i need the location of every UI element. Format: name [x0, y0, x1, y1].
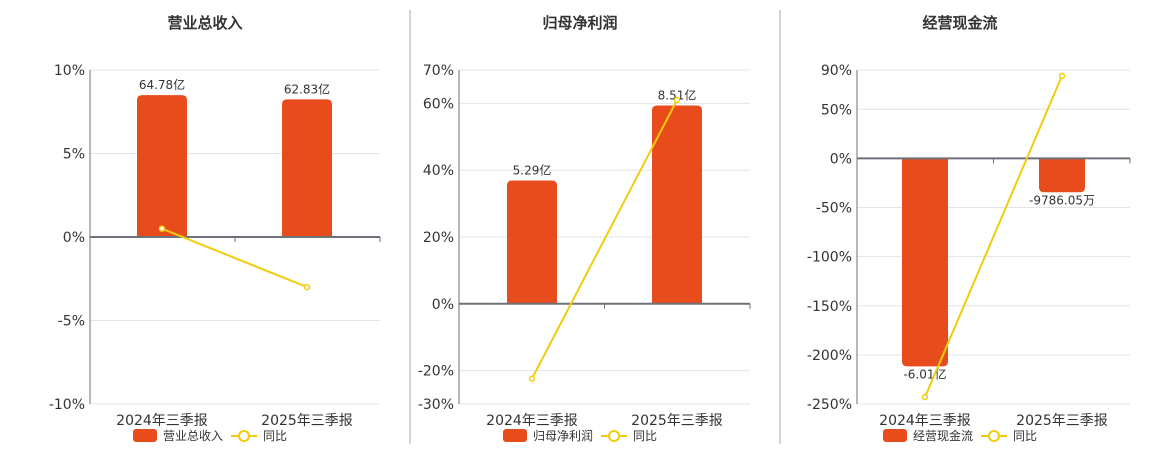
y-tick-label: -5%: [58, 314, 85, 330]
y-tick-label: 0%: [63, 230, 85, 246]
y-tick-label: 50%: [821, 102, 852, 118]
yoy-point: [673, 96, 681, 104]
bar: [652, 105, 702, 304]
chart-1: 营业总收入 10% 5% 0% -5% -10% 64.78亿 62.83亿 2024年三季报 2…: [49, 14, 381, 443]
y-tick-label: 40%: [423, 163, 454, 179]
x-category-label: 2024年三季报: [879, 413, 971, 429]
yoy-point: [921, 393, 929, 401]
bar: [282, 99, 332, 237]
x-category-label: 2025年三季报: [1016, 413, 1108, 429]
x-category-label: 2024年三季报: [116, 413, 208, 429]
legend-line-label: 同比: [633, 429, 657, 443]
chart-title: 归母净利润: [542, 14, 617, 32]
bar: [137, 95, 187, 237]
legend-line-marker: [238, 430, 250, 442]
y-tick-label: 70%: [423, 63, 454, 79]
y-tick-label: 60%: [423, 96, 454, 112]
chart-title: 营业总收入: [167, 14, 242, 32]
chart-2: 归母净利润 70% 60% 40% 20% 0% -20% -30% 5.29亿 8.51亿 202…: [418, 14, 751, 443]
yoy-point: [158, 225, 166, 232]
x-category-label: 2025年三季报: [631, 413, 723, 429]
chart-title: 经营现金流: [922, 14, 997, 32]
legend: 归母净利润 同比: [503, 429, 657, 443]
y-tick-label: 10%: [54, 63, 85, 79]
chart-3: 经营现金流 90% 50% 0% -50% -100% -150% -200% -250% -6.…: [807, 14, 1131, 443]
bar-data-label: 62.83亿: [284, 81, 330, 96]
bar-data-label: 64.78亿: [139, 77, 185, 92]
y-tick-label: 0%: [432, 297, 454, 313]
x-category-label: 2024年三季报: [486, 413, 578, 429]
bar-data-label: 8.51亿: [658, 88, 697, 103]
legend-bar-label: 营业总收入: [163, 429, 223, 443]
yoy-line: [161, 227, 308, 289]
legend-line-label: 同比: [1013, 429, 1037, 443]
legend-bar-swatch: [133, 429, 157, 442]
legend-bar-swatch: [883, 429, 907, 442]
y-tick-label: -30%: [418, 397, 454, 413]
legend-bar-label: 归母净利润: [533, 429, 593, 443]
bar: [507, 180, 557, 304]
y-tick-label: -50%: [816, 201, 852, 217]
yoy-point: [303, 283, 311, 291]
y-tick-label: -250%: [807, 397, 852, 413]
y-tick-label: 5%: [63, 147, 85, 163]
y-tick-label: -100%: [807, 250, 852, 266]
bar-data-label: 5.29亿: [513, 163, 552, 178]
bar: [902, 158, 948, 367]
y-tick-label: -200%: [807, 348, 852, 364]
bar-data-label: -6.01亿: [903, 366, 946, 381]
y-tick-label: 90%: [821, 63, 852, 79]
yoy-point: [1058, 72, 1066, 80]
bar: [1039, 158, 1085, 193]
y-tick-label: 20%: [423, 230, 454, 246]
legend-bar-swatch: [503, 429, 527, 442]
legend-bar-label: 经营现金流: [913, 428, 973, 443]
legend-line-marker: [988, 430, 1000, 442]
yoy-point: [528, 375, 536, 382]
y-tick-label: -150%: [807, 299, 852, 315]
x-category-label: 2025年三季报: [261, 413, 353, 429]
legend: 营业总收入 同比: [133, 429, 287, 443]
yoy-line: [531, 99, 678, 380]
legend-line-label: 同比: [263, 429, 287, 443]
legend: 经营现金流 同比: [883, 428, 1037, 443]
y-tick-label: -10%: [49, 397, 85, 413]
y-tick-label: -20%: [418, 364, 454, 380]
bar-data-label: -9786.05万: [1029, 193, 1095, 207]
legend-line-marker: [608, 430, 620, 442]
y-tick-label: 0%: [830, 151, 852, 167]
yoy-line: [924, 75, 1063, 398]
